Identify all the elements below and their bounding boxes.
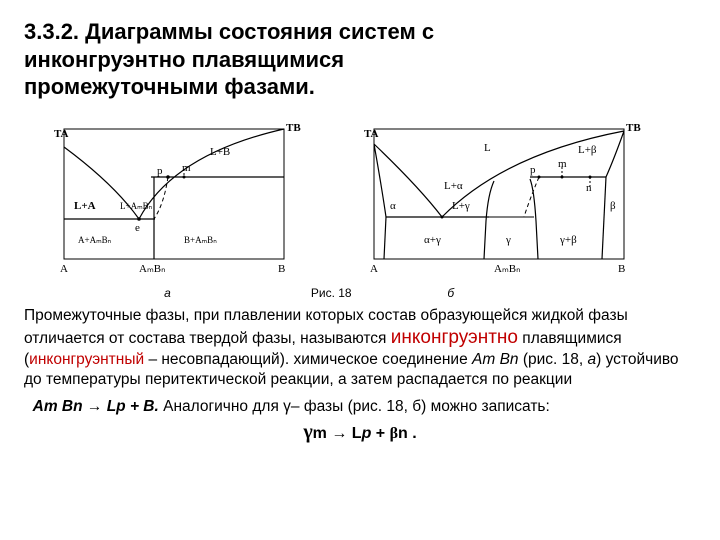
label-p: p bbox=[157, 165, 163, 177]
equation-1-line: Am Bn → Lp + B. Аналогично для γ– фазы (… bbox=[24, 397, 696, 417]
para-c: – несовпадающий). химическое соединение bbox=[144, 351, 472, 368]
eq1-lhs: Am Bn bbox=[33, 398, 83, 415]
axis-B: B bbox=[278, 263, 285, 275]
label-TA: TA bbox=[364, 128, 379, 140]
label-B-AmBn: B+AₘBₙ bbox=[184, 235, 217, 245]
pt-m bbox=[183, 175, 186, 178]
pt-p bbox=[538, 175, 541, 178]
page-title: 3.3.2. Диаграммы состояния систем с инко… bbox=[24, 18, 696, 101]
caption-row: а Рис. 18 б bbox=[24, 286, 696, 300]
axis-A: A bbox=[370, 263, 378, 275]
equation-2: γm → Lp + βn . bbox=[24, 421, 696, 444]
label-La: L+α bbox=[444, 180, 463, 192]
axis-B: B bbox=[618, 263, 625, 275]
caption-b: б bbox=[387, 286, 696, 300]
label-m: m bbox=[182, 162, 191, 174]
label-a: α bbox=[390, 200, 396, 212]
label-A-AmBn: A+AₘBₙ bbox=[78, 235, 112, 245]
para-red1: инконгруэнтно bbox=[391, 327, 518, 348]
axis-A: A bbox=[60, 263, 68, 275]
label-b: β bbox=[610, 200, 616, 212]
pt-m bbox=[561, 175, 564, 178]
para-em2: а bbox=[588, 351, 597, 368]
title-line3: промежуточными фазами. bbox=[24, 74, 315, 99]
eq1-rhs: Lp + B. bbox=[107, 398, 159, 415]
label-TB: TB bbox=[286, 122, 301, 134]
para-d: (рис. 18, bbox=[519, 351, 588, 368]
diagram-b: TA TB L L+β L+α p m n L+γ α β α+γ γ γ+β … bbox=[334, 109, 654, 284]
title-line1: 3.3.2. Диаграммы состояния систем с bbox=[24, 19, 434, 44]
label-TA: TA bbox=[54, 128, 69, 140]
label-LAmBn: L+AₘBₙ bbox=[120, 201, 153, 211]
title-line2: инконгруэнтно плавящимися bbox=[24, 47, 344, 72]
caption-a: а bbox=[24, 286, 311, 300]
axis-AmBn: AₘBₙ bbox=[494, 263, 521, 275]
main-paragraph: Промежуточные фазы, при плавлении которы… bbox=[24, 306, 696, 391]
axis-AmBn: AₘBₙ bbox=[139, 263, 166, 275]
label-gb: γ+β bbox=[559, 234, 577, 246]
diagrams-row: TA TB L+B p m L+A L+AₘBₙ e A+AₘBₙ B+AₘBₙ… bbox=[24, 109, 696, 284]
label-g: γ bbox=[505, 234, 511, 246]
pt-n bbox=[589, 175, 592, 178]
label-LB: L+B bbox=[210, 146, 230, 158]
caption-center: Рис. 18 bbox=[311, 286, 388, 300]
pt-e bbox=[441, 215, 444, 218]
label-m: m bbox=[558, 158, 567, 170]
pt-p bbox=[166, 175, 170, 179]
label-n: n bbox=[586, 182, 592, 194]
label-Lg: L+γ bbox=[452, 200, 470, 212]
label-ag: α+γ bbox=[424, 234, 441, 246]
label-TB: TB bbox=[626, 122, 641, 134]
label-p: p bbox=[530, 164, 536, 176]
para-em1: Am Bn bbox=[472, 351, 519, 368]
label-e: e bbox=[135, 222, 140, 234]
label-Lb: L+β bbox=[578, 144, 597, 156]
diagram-b-svg: TA TB L L+β L+α p m n L+γ α β α+γ γ γ+β … bbox=[334, 109, 654, 279]
para-red2: инконгруэнтный bbox=[29, 351, 144, 368]
label-LA: L+A bbox=[74, 200, 96, 212]
eq1-arrow: → bbox=[83, 398, 107, 415]
diagram-a: TA TB L+B p m L+A L+AₘBₙ e A+AₘBₙ B+AₘBₙ… bbox=[24, 109, 324, 284]
diagram-a-svg: TA TB L+B p m L+A L+AₘBₙ e A+AₘBₙ B+AₘBₙ… bbox=[24, 109, 324, 279]
eq1-tail: Аналогично для γ– фазы (рис. 18, б) можн… bbox=[159, 398, 550, 415]
label-L: L bbox=[484, 142, 491, 154]
pt-e bbox=[137, 217, 141, 221]
